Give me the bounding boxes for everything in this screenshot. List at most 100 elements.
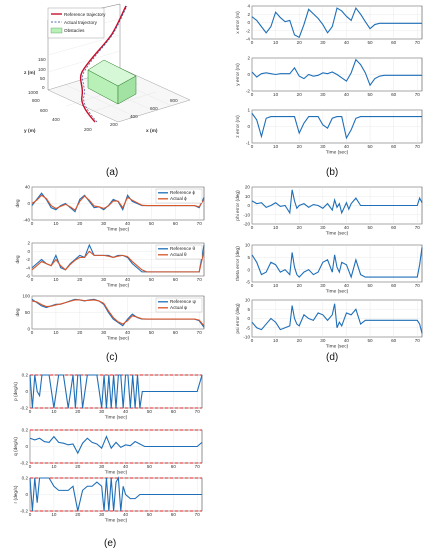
x-tick-label: 70: [195, 512, 201, 517]
y-tick-label: 800: [32, 98, 40, 103]
x-tick-label: 50: [367, 283, 373, 288]
x-tick-label: 200: [110, 122, 118, 127]
x-tick-label: 0: [31, 221, 34, 226]
legend-label: Actual ϕ: [170, 196, 187, 201]
x-tick-label: 0: [251, 283, 254, 288]
panel-a-3d-plot: Reference trajectory Actual trajectory O…: [24, 3, 191, 134]
x-tick-label: 10: [273, 92, 279, 97]
y-tick-label: -5: [246, 280, 251, 285]
plot-c2: 0 10 20 30 40 50 60 70 -6 -4 -2 0 2 Reference θActual…: [15, 241, 205, 289]
series-line: [29, 374, 203, 409]
actual-trajectory-3d: [82, 5, 128, 123]
plot-b1: 0 10 20 30 40 50 60 70 -4 -2 0 2 4 x error (m): [235, 4, 423, 45]
y-tick-label: 50: [25, 310, 31, 315]
x-tick-label: 20: [297, 144, 303, 149]
y-tick-label: 0: [247, 316, 250, 321]
x-tick-label: 10: [273, 225, 279, 230]
x-tick-label: 0: [251, 144, 254, 149]
x-tick-label: 60: [173, 330, 179, 335]
y-tick-label: -0.2: [20, 461, 28, 466]
y-tick-label: 0: [247, 72, 250, 77]
x-tick-label: 70: [195, 464, 201, 469]
x-tick-label: 50: [149, 330, 155, 335]
panel-label-a: (a): [106, 167, 118, 178]
x-tick-label: 20: [77, 221, 83, 226]
3d-legend: Reference trajectory Actual trajectory O…: [47, 7, 106, 39]
3d-grid-line: [47, 50, 121, 73]
x-tick-label: 70: [415, 225, 421, 230]
z-tick-label: 100: [38, 67, 46, 72]
y-axis-label: theta error (deg): [235, 246, 241, 281]
y-tick-label: -0.2: [20, 509, 28, 514]
x-tick-label: 0: [251, 92, 254, 97]
y-tick-label: 40: [25, 185, 31, 190]
x-tick-label: 70: [415, 92, 421, 97]
y-tick-label: 0: [27, 249, 30, 254]
y-tick-label: 0: [25, 389, 28, 394]
x-tick-label: 10: [273, 40, 279, 45]
x-axis-label: Time (sec): [105, 470, 128, 476]
x-tick-label: 50: [149, 277, 155, 282]
legend-label: Reference ψ: [170, 299, 196, 304]
x-tick-label: 20: [297, 92, 303, 97]
x-tick-label: 30: [320, 283, 326, 288]
series-line: [251, 189, 423, 215]
x-tick-label: 50: [367, 225, 373, 230]
x-tick-label: 40: [123, 464, 129, 469]
series-line: [251, 112, 422, 140]
reference-trajectory-3d: [79, 5, 127, 123]
series-line: [31, 299, 205, 327]
x-tick-label: 60: [391, 40, 397, 45]
x-tick-label: 40: [344, 283, 350, 288]
legend-label: Reference θ: [170, 246, 195, 251]
x-tick-label: 20: [77, 277, 83, 282]
series-line: [31, 194, 205, 211]
legend-label: Reference ϕ: [170, 190, 195, 195]
x-tick-label: 10: [51, 512, 57, 517]
x-axis-label: Time (sec): [105, 518, 128, 524]
x-tick-label: 30: [99, 512, 105, 517]
x-tick-label: 50: [147, 464, 153, 469]
legend-swatch-obstacles: [50, 27, 63, 34]
x-tick-label: 60: [173, 221, 179, 226]
legend-label-actual: Actual trajectory: [64, 20, 98, 25]
x-tick-label: 70: [197, 330, 203, 335]
y-tick-label: -6: [26, 274, 31, 279]
series-line: [29, 476, 202, 512]
panel-label-e: (e): [104, 538, 116, 549]
y-tick-label: 10: [245, 243, 251, 248]
y-axis-label: x error (m): [235, 11, 241, 34]
x-axis-label: Time (sec): [326, 289, 349, 295]
series-line: [29, 435, 203, 455]
x-tick-label: 60: [171, 512, 177, 517]
y-axis-label: phi error (deg): [235, 190, 241, 221]
y-axis-label: p (deg/s): [13, 382, 19, 401]
y-axis-label: r (deg/s): [13, 485, 19, 503]
panel-label-c: (c): [106, 352, 118, 363]
y-tick-label: 0: [25, 492, 28, 497]
z-tick-label: 0: [42, 85, 45, 90]
y-axis-label: deg: [15, 199, 21, 207]
y-tick-label: 400: [52, 117, 60, 122]
y-tick-label: -0.2: [20, 406, 28, 411]
x-tick-label: 60: [391, 338, 397, 343]
x-tick-label: 50: [367, 92, 373, 97]
y-tick-label: 0: [27, 327, 30, 332]
x-tick-label: 30: [320, 144, 326, 149]
x-tick-label: 0: [29, 464, 32, 469]
legend-label-reference: Reference trajectory: [64, 12, 106, 17]
x-tick-label: 20: [297, 40, 303, 45]
x-tick-label: 0: [31, 330, 34, 335]
y-axis-label: q (deg/s): [13, 437, 19, 456]
y-tick-label: 600: [40, 108, 48, 113]
y-axis-label: y error (m): [235, 63, 241, 86]
y-tick-label: 0: [25, 444, 28, 449]
y-tick-label: -4: [26, 265, 31, 270]
y-tick-label: 1: [247, 108, 250, 113]
y-axis-label: deg: [15, 308, 21, 316]
x-tick-label: 10: [53, 277, 59, 282]
